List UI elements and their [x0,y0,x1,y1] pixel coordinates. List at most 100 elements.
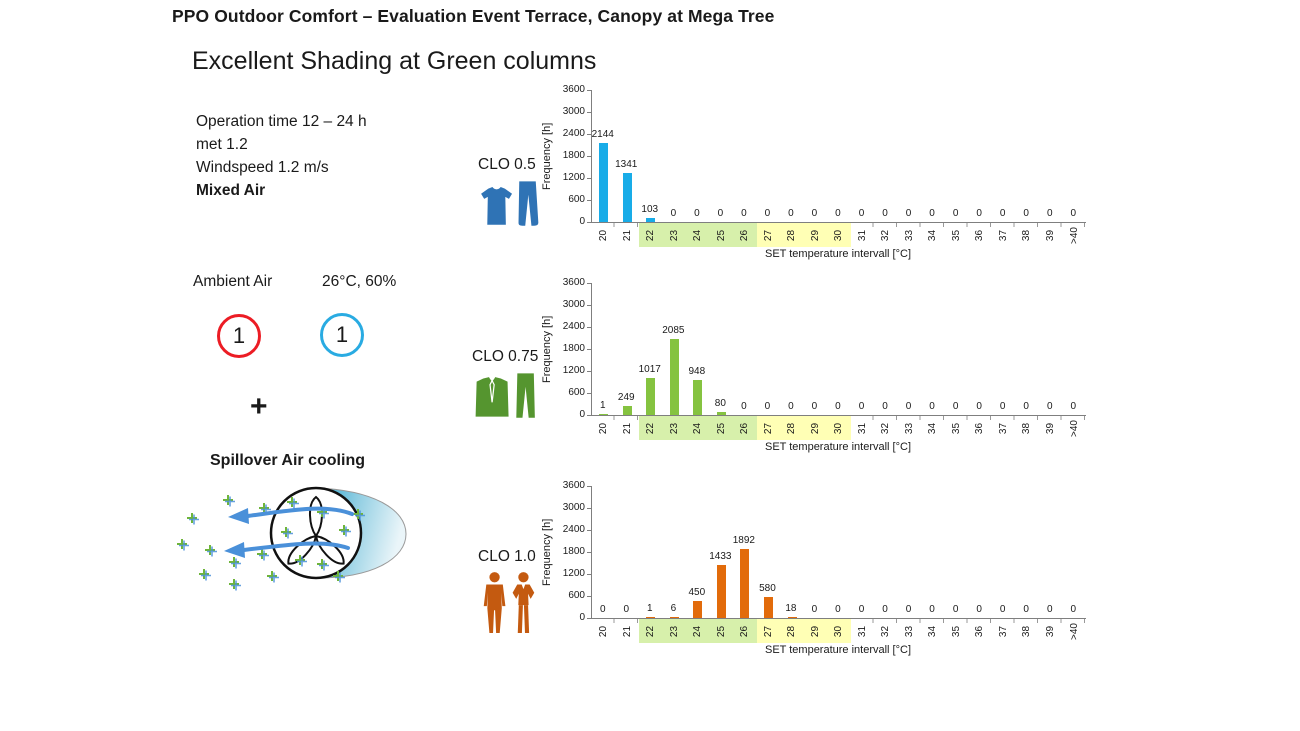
x-tick-label: 32 [880,229,892,241]
y-tick-mark [587,200,591,201]
x-tick-label: 29 [809,422,821,434]
plot-area [591,90,1086,223]
bar-27 [763,597,773,618]
category-cell-29: 29 [803,619,828,643]
bar-value-label: 0 [952,604,959,615]
category-cell-39: 39 [1039,619,1063,643]
bar-22 [646,378,656,415]
condition-met: met 1.2 [196,136,248,153]
shirt-and-trousers-icon [475,373,535,418]
y-tick-label: 2400 [562,128,585,139]
y-tick-mark [587,156,591,157]
bar-value-label: 1017 [638,364,661,375]
category-cell-21: 21 [616,223,640,247]
bar-28 [787,617,797,618]
x-tick-label: 33 [903,229,915,241]
x-tick-label: 32 [880,422,892,434]
category-cell-37: 37 [992,416,1016,440]
x-tick-label: 38 [1021,229,1033,241]
category-cell-28: 28 [780,416,804,440]
category-cell-39: 39 [1039,223,1063,247]
x-tick-label: 26 [739,229,751,241]
x-tick-label: 23 [668,229,680,241]
bar-value-label: 0 [1046,604,1053,615]
bar-value-label: 0 [764,401,771,412]
category-cell-35: 35 [945,223,969,247]
bar-value-label: 0 [1046,208,1053,219]
y-tick-mark [587,415,591,416]
x-axis-title: SET temperature intervall [°C] [764,248,912,260]
bar-value-label: 0 [905,401,912,412]
category-cell-22: 22 [639,223,663,247]
x-tick-label: 32 [880,625,892,637]
x-tick-label: 24 [692,625,704,637]
bar-value-label: 0 [1046,401,1053,412]
category-cell-23: 23 [662,416,687,440]
bar-value-label: 0 [952,208,959,219]
bar-value-label: 0 [741,208,747,219]
category-cell-32: 32 [874,416,898,440]
bar-25 [716,565,726,618]
x-tick-label: 21 [621,229,633,241]
slide-subtitle: Excellent Shading at Green columns [192,47,597,75]
x-tick-label: 20 [598,229,610,241]
category-cell-27: 27 [756,223,781,247]
x-tick-label: 23 [668,625,680,637]
bar-value-label: 0 [670,208,677,219]
y-tick-mark [587,371,591,372]
category-cell-31: 31 [851,619,875,643]
bar-26 [740,549,750,618]
spillover-label: Spillover Air cooling [210,452,365,469]
category-cell-24: 24 [686,223,710,247]
category-cell-20: 20 [592,619,616,643]
bar-value-label: 80 [714,398,726,409]
x-tick-label: 36 [974,422,986,434]
x-tick-label: 31 [856,625,868,637]
plot-area [591,486,1086,619]
category-band-row: 20 21 22 23 24 25 26 27 28 29 30 31 32 33 34 35 36 37 38 39… [592,619,1086,643]
bar-value-label: 0 [1023,401,1029,412]
y-tick-label: 3000 [562,502,585,513]
x-tick-label: 33 [903,422,915,434]
category-cell-38: 38 [1015,223,1039,247]
x-tick-label: 26 [739,422,751,434]
category-cell-22: 22 [639,619,663,643]
category-cell-32: 32 [874,619,898,643]
category-cell-23: 23 [662,223,687,247]
x-tick-label: 39 [1045,422,1057,434]
red-circle-badge: 1 [217,314,261,358]
x-tick-label: 25 [715,422,727,434]
x-tick-label: 35 [950,625,962,637]
bar-value-label: 0 [976,604,982,615]
y-tick-label: 2400 [562,524,585,535]
y-tick-mark [587,112,591,113]
y-tick-mark [587,508,591,509]
bar-value-label: 1 [646,603,653,614]
x-axis-title: SET temperature intervall [°C] [764,441,912,453]
category-cell-30: 30 [827,223,851,247]
y-tick-label: 1200 [562,172,585,183]
bar-23 [669,617,679,618]
bar-value-label: 0 [741,401,747,412]
bar-value-label: 0 [599,604,606,615]
category-cell-36: 36 [968,223,992,247]
businessman-and-businesswoman-icon [483,572,535,633]
fan-cooling-icon [177,486,407,591]
y-tick-label: 1200 [562,568,585,579]
x-tick-label: 31 [856,422,868,434]
bar-value-label: 0 [882,604,888,615]
bar-value-label: 0 [999,401,1006,412]
category-cell-36: 36 [968,416,992,440]
bar-value-label: 0 [835,208,841,219]
bar-value-label: 580 [759,583,776,594]
condition-windspeed: Windspeed 1.2 m/s [196,159,329,176]
bar-value-label: 0 [835,401,841,412]
y-tick-label: 0 [579,409,585,420]
x-tick-label: 39 [1045,625,1057,637]
bar-value-label: 2144 [591,129,614,140]
category-cell-33: 33 [898,223,922,247]
category-cell-27: 27 [756,619,781,643]
bar-value-label: 0 [952,401,959,412]
bar-value-label: 0 [1070,401,1077,412]
y-tick-mark [587,90,591,91]
